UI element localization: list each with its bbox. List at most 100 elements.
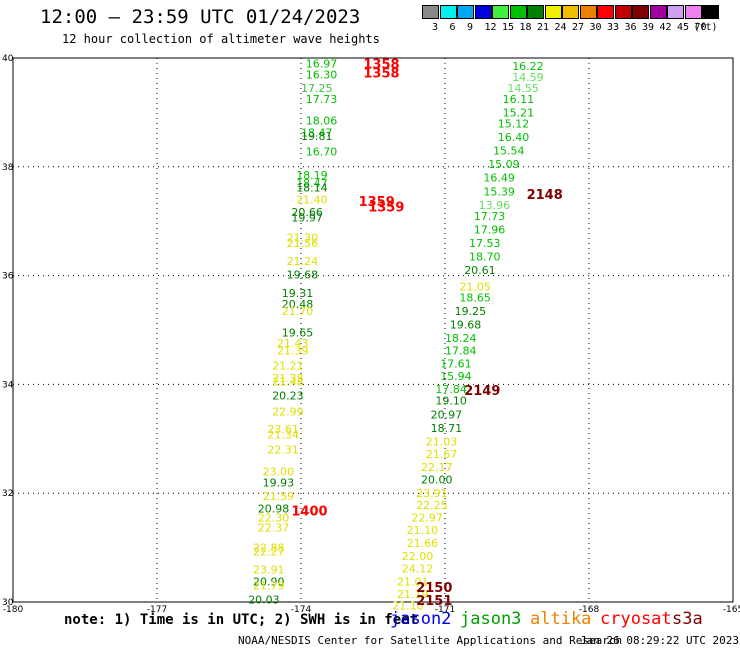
wave-height-label: 22.00 [402,550,434,563]
x-tick-label: -180 [3,605,24,615]
color-swatch [702,5,719,19]
wave-height-label: 21.01 [397,575,429,588]
wave-height-label: 20.48 [282,298,314,311]
legend-s3a: s3a [672,609,703,629]
wave-height-label: 22.88 [253,542,285,555]
color-scale-unit: (ft) [693,22,718,33]
wave-height-label: 15.54 [493,144,525,157]
wave-height-label: 19.10 [435,395,467,408]
wave-height-label: 20.00 [421,474,453,487]
wave-height-label: 23.00 [263,465,295,478]
wave-height-label: 21.66 [407,537,439,550]
color-scale-label: 9 [467,22,474,33]
wave-height-label: 17.73 [474,210,506,223]
wave-height-label: 18.19 [296,169,328,182]
wave-height-label: 18.06 [306,115,338,128]
x-tick-label: -174 [291,605,312,615]
color-swatch [492,5,509,19]
y-tick-label: 36 [2,272,14,282]
wave-height-label: 15.94 [440,370,472,383]
color-swatch [474,5,492,19]
wave-height-label: 21.38 [272,372,304,385]
wave-height-label: 17.25 [301,82,333,95]
wave-height-label: 18.70 [469,251,501,264]
color-scale-label: 30 [589,22,602,33]
wave-height-label: 23.61 [267,423,299,436]
pass-time-label: 1400 [291,505,327,520]
color-swatch [684,5,702,19]
color-scale-label: 15 [502,22,515,33]
y-tick-label: 32 [2,489,13,499]
color-swatch [614,5,632,19]
y-tick-label: 34 [2,380,14,390]
wave-height-label: 17.73 [306,93,338,106]
footnote: note: 1) Time is in UTC; 2) SWH is in fe… [64,612,419,628]
wave-height-label: 16.11 [503,93,534,106]
color-swatch [439,5,457,19]
color-scale-label: 36 [624,22,637,33]
pass-time-label: 2151 [416,594,452,609]
chart-title: 12:00 — 23:59 UTC 01/24/2023 [40,6,361,28]
wave-height-label: 23.91 [416,487,448,500]
wave-height-label: 18.65 [459,291,491,304]
wave-height-label: 20.98 [258,502,290,515]
color-swatch [579,5,597,19]
pass-time-label: 2150 [416,581,452,596]
wave-height-label: 21.05 [459,280,491,293]
wave-height-label: 21.40 [296,193,328,206]
color-swatch [597,5,614,19]
wave-height-label: 15.12 [498,117,530,130]
color-scale-label: 70 [694,22,707,33]
wave-height-label: 22.30 [258,512,290,525]
wave-height-label: 14.59 [512,71,544,84]
wave-height-label: 20.90 [253,575,285,588]
wave-height-label: 18.24 [445,332,477,345]
wave-height-label: 18.47 [296,177,328,190]
y-tick-label: 30 [2,598,14,608]
color-scale-label: 6 [449,22,456,33]
legend-altika: altika [530,609,592,629]
wave-height-label: 22.97 [411,512,443,525]
legend-jason2: jason2 [390,609,452,629]
wave-height-label: 17.84 [445,345,477,358]
wave-height-label: 24.12 [402,562,434,575]
wave-height-label: 19.97 [291,211,323,224]
pass-time-label: 2149 [464,384,500,399]
x-tick-label: -168 [579,605,600,615]
wave-height-label: 21.10 [392,599,424,612]
wave-height-label: 22.27 [253,545,285,558]
wave-height-label: 20.23 [272,389,304,402]
wave-height-label: 16.40 [498,131,530,144]
color-scale-label: 24 [554,22,567,33]
wave-height-label: 16.30 [306,68,338,81]
wave-height-label: 17.84 [435,383,467,396]
wave-height-label: 14.55 [507,82,539,95]
wave-height-label: 21.10 [407,524,439,537]
color-swatch [632,5,649,19]
y-tick-label: 40 [2,54,14,64]
color-scale-label: 3 [432,22,439,33]
wave-height-label: 21.67 [426,448,458,461]
wave-height-label: 19.68 [287,269,319,282]
wave-height-label: 21.34 [267,428,299,441]
wave-height-label: 22.37 [258,521,290,534]
wave-height-label: 15.39 [483,185,515,198]
wave-height-label: 21.48 [272,376,304,389]
generated-timestamp: Jan 26 08:29:22 UTC 2023 [580,634,739,647]
wave-height-label: 17.96 [474,223,506,236]
legend-cryosat: cryosat [600,609,672,629]
wave-height-label: 18.14 [296,181,328,194]
wave-height-label: 17.53 [469,237,501,250]
wave-height-label: 18.71 [431,422,463,435]
wave-height-label: 22.99 [272,406,304,419]
color-swatch [509,5,527,19]
color-scale-label: 18 [519,22,532,33]
color-scale-label: 21 [537,22,550,33]
wave-height-label: 21.79 [253,580,285,593]
wave-height-label: 20.03 [248,593,280,606]
wave-height-label: 21.59 [263,490,295,503]
wave-height-label: 21.19 [397,588,429,601]
wave-height-label: 16.97 [306,57,338,70]
color-scale-label: 39 [642,22,655,33]
wave-height-label: 20.97 [431,408,463,421]
